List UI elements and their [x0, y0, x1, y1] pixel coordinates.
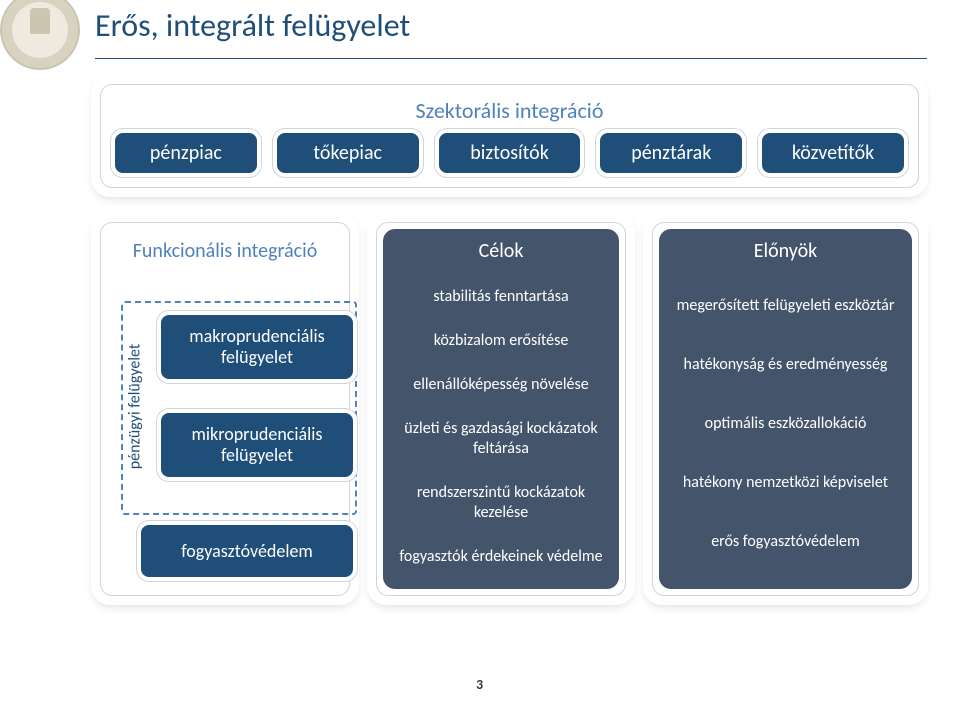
logo-seal	[0, 0, 80, 70]
right-item: hatékony nemzetközi képviselet	[683, 473, 888, 493]
sector-pill: tőkepiac	[273, 129, 423, 177]
page-number: 3	[0, 676, 959, 693]
mid-column-label: Célok	[383, 239, 619, 263]
right-item: optimális eszközallokáció	[705, 414, 867, 434]
mid-column-inner: Célok stabilitás fenntartása közbizalom …	[376, 222, 626, 596]
left-column-frame: Funkcionális integráció pénzügyi felügye…	[94, 216, 356, 602]
mid-column-frame: Célok stabilitás fenntartása közbizalom …	[370, 216, 632, 602]
left-pill: fogyasztóvédelem	[137, 521, 357, 581]
left-column-fill: Funkcionális integráció pénzügyi felügye…	[107, 229, 343, 589]
sector-pill: pénztárak	[596, 129, 746, 177]
sectoral-pill-row: pénzpiac tőkepiac biztosítók pénztárak k…	[111, 129, 908, 177]
sector-pill: közvetítők	[758, 129, 908, 177]
left-pill: mikroprudenciális felügyelet	[157, 409, 357, 481]
sector-pill: biztosítók	[435, 129, 585, 177]
sectoral-inner: Szektorális integráció pénzpiac tőkepiac…	[100, 84, 919, 188]
mid-column-fill: Célok stabilitás fenntartása közbizalom …	[383, 229, 619, 589]
right-items: megerősített felügyeleti eszköztár haték…	[659, 277, 912, 571]
sectoral-label: Szektorális integráció	[101, 97, 918, 124]
mid-item: rendszerszintű kockázatok kezelése	[397, 483, 605, 523]
right-item: hatékonyság és eredményesség	[684, 355, 888, 375]
vertical-label: pénzügyi felügyelet	[121, 301, 149, 511]
mid-items: stabilitás fenntartása közbizalom erősít…	[383, 275, 619, 579]
slide: Erős, integrált felügyelet Szektorális i…	[0, 0, 959, 701]
sectoral-frame: Szektorális integráció pénzpiac tőkepiac…	[94, 78, 925, 194]
mid-item: fogyasztók érdekeinek védelme	[399, 547, 602, 567]
left-column-inner: Funkcionális integráció pénzügyi felügye…	[100, 222, 350, 596]
right-column-fill: Előnyök megerősített felügyeleti eszközt…	[659, 229, 912, 589]
vertical-label-text: pénzügyi felügyelet	[126, 343, 145, 469]
right-item: erős fogyasztóvédelem	[711, 532, 860, 552]
left-column-label: Funkcionális integráció	[107, 239, 343, 263]
mid-item: stabilitás fenntartása	[433, 287, 568, 307]
mid-item: ellenállóképesség növelése	[413, 375, 588, 395]
page-title: Erős, integrált felügyelet	[95, 6, 410, 45]
right-column-inner: Előnyök megerősített felügyeleti eszközt…	[652, 222, 919, 596]
left-pill: makroprudenciális felügyelet	[157, 311, 357, 383]
right-item: megerősített felügyeleti eszköztár	[677, 296, 895, 316]
title-underline	[95, 58, 927, 59]
sector-pill: pénzpiac	[111, 129, 261, 177]
right-column-label: Előnyök	[659, 239, 912, 263]
right-column-frame: Előnyök megerősített felügyeleti eszközt…	[646, 216, 925, 602]
mid-item: közbizalom erősítése	[434, 331, 569, 351]
mid-item: üzleti és gazdasági kockázatok feltárása	[397, 419, 605, 459]
